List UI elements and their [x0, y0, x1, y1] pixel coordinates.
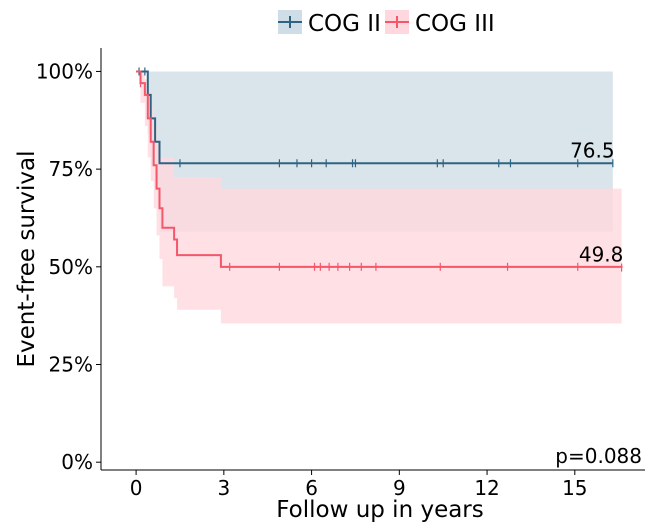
y-axis-title: Event-free survival: [14, 151, 40, 368]
x-axis-title: Follow up in years: [276, 497, 484, 523]
x-tick-label-0: 0: [130, 476, 143, 500]
y-tick-label-0: 0%: [61, 450, 93, 474]
x-tick-label-2: 6: [305, 476, 318, 500]
end-label-0: 76.5: [570, 138, 615, 162]
y-tick-label-2: 50%: [49, 255, 93, 279]
ci-band-1: [136, 71, 622, 324]
x-tick-label-1: 3: [217, 476, 230, 500]
legend: COG II COG III: [278, 10, 495, 37]
legend-label-cog-iii: COG III: [415, 11, 495, 37]
plot-area: 76.5 49.8: [136, 67, 624, 324]
x-tick-label-4: 12: [474, 476, 499, 500]
y-tick-label-4: 100%: [36, 59, 93, 83]
survival-line-0: [136, 70, 613, 165]
y-tick-label-3: 75%: [49, 157, 93, 181]
p-value-label: p=0.088: [555, 444, 642, 468]
x-tick-label-3: 9: [393, 476, 406, 500]
y-tick-label-1: 25%: [49, 353, 93, 377]
legend-label-cog-ii: COG II: [308, 11, 381, 37]
x-axis-ticks: 0 3 6 9 12 15: [130, 470, 588, 500]
x-tick-label-5: 15: [562, 476, 587, 500]
survival-line-1: [136, 70, 623, 268]
y-axis-ticks: 0% 25% 50% 75% 100%: [36, 59, 101, 474]
end-label-1: 49.8: [579, 243, 624, 267]
